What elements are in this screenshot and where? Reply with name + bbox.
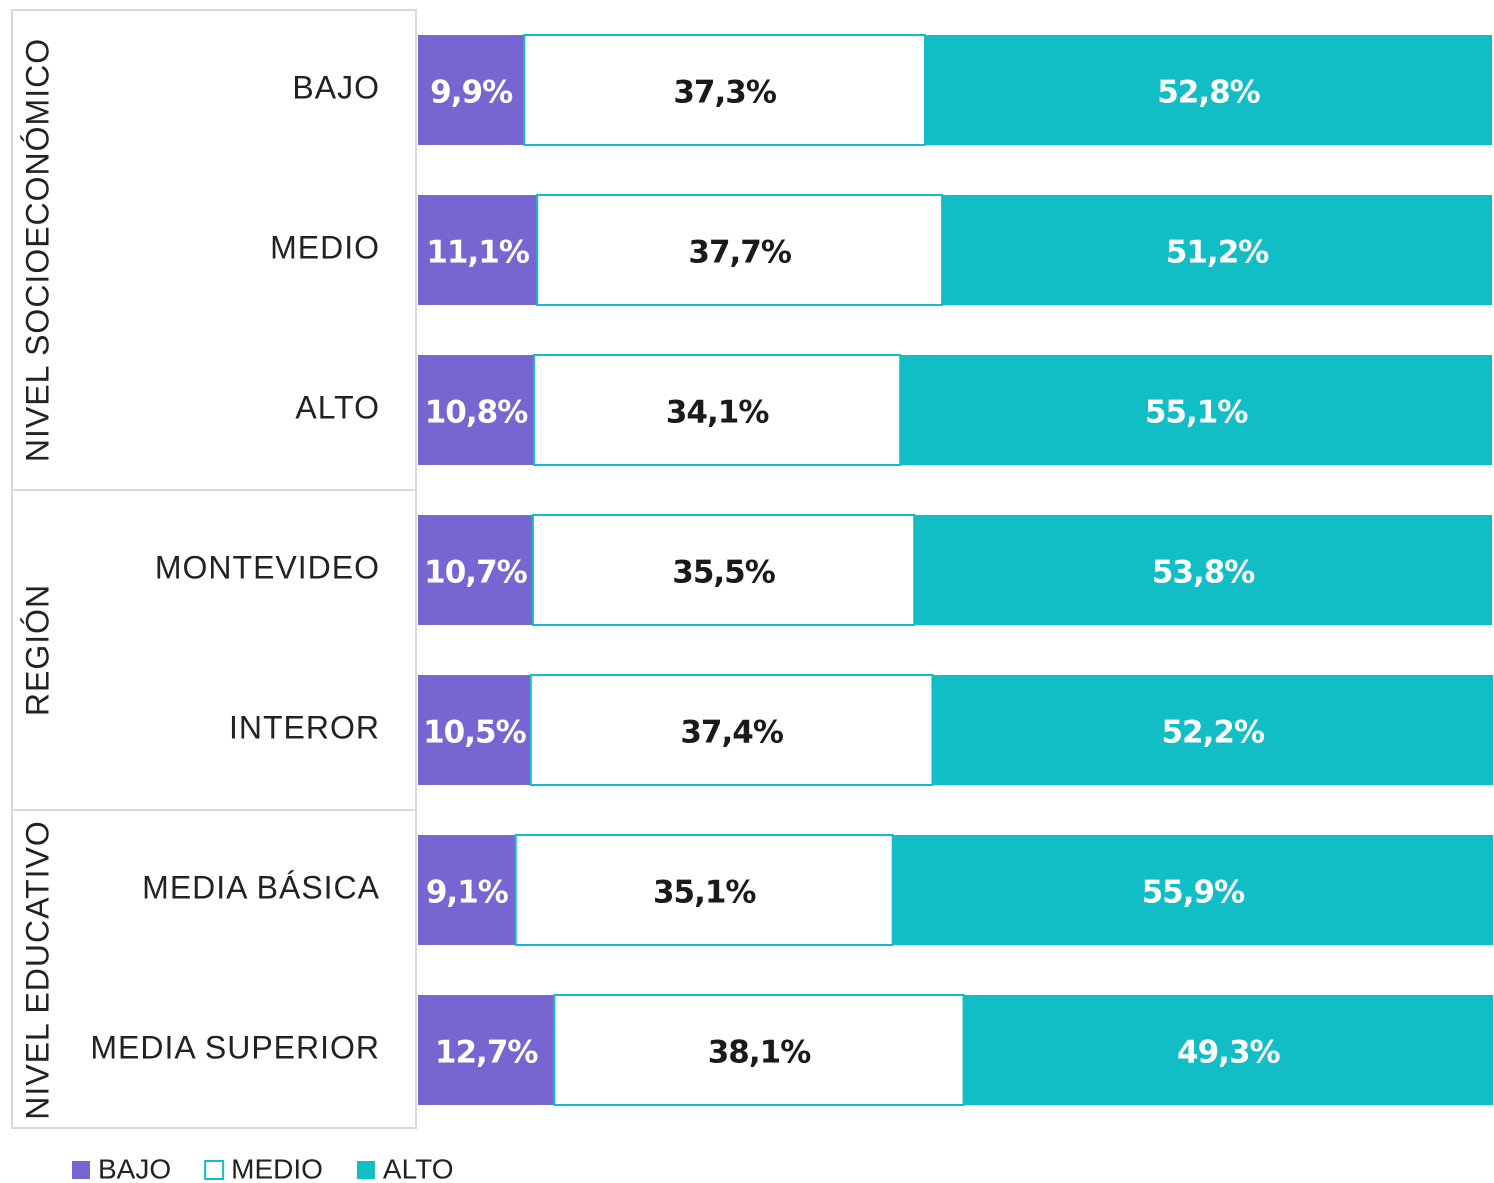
bar-segment: [418, 835, 516, 945]
category-label: MEDIA SUPERIOR: [90, 1029, 380, 1065]
legend-label: ALTO: [383, 1153, 454, 1183]
bar-segment: [942, 195, 1492, 305]
bar-segment: [963, 995, 1494, 1105]
group-label: NIVEL EDUCATIVO: [19, 820, 55, 1120]
category-label: ALTO: [295, 389, 380, 425]
legend-label: BAJO: [98, 1153, 171, 1183]
category-label: MEDIO: [270, 229, 380, 265]
value-label: 37,3%: [673, 75, 776, 111]
bar-segment: [523, 34, 926, 146]
value-label: 10,8%: [425, 395, 528, 431]
value-label: 12,7%: [435, 1035, 538, 1071]
value-label: 9,9%: [430, 75, 513, 111]
category-label: MONTEVIDEO: [155, 549, 380, 585]
bar-segment: [418, 195, 538, 305]
value-label: 10,7%: [424, 555, 527, 591]
category-label: MEDIA BÁSICA: [142, 869, 380, 905]
group-label: NIVEL SOCIOECONÓMICO: [19, 38, 55, 462]
bar-segment: [553, 994, 965, 1106]
value-label: 51,2%: [1166, 235, 1269, 271]
value-label: 37,4%: [680, 715, 783, 751]
bar-segment: [514, 834, 894, 946]
value-label: 11,1%: [426, 235, 529, 271]
bar-segment: [418, 35, 525, 145]
value-label: 55,9%: [1142, 875, 1245, 911]
value-label: 49,3%: [1177, 1035, 1280, 1071]
legend-label: MEDIO: [231, 1153, 323, 1183]
value-label: 35,1%: [653, 875, 756, 911]
legend-swatch: [72, 1161, 90, 1179]
bar-segment: [900, 355, 1492, 465]
bar-segment: [914, 515, 1492, 625]
value-label: 35,5%: [672, 555, 775, 591]
value-label: 52,2%: [1161, 715, 1264, 751]
bar-segment: [924, 35, 1492, 145]
bar-segment: [532, 354, 902, 466]
bar-segment: [418, 675, 531, 785]
value-label: 37,7%: [688, 235, 791, 271]
bar-segment: [932, 675, 1494, 785]
value-label: 10,5%: [423, 715, 526, 751]
legend-swatch: [204, 1160, 225, 1180]
value-label: 9,1%: [426, 875, 509, 911]
bar-segment: [892, 835, 1494, 945]
bar-segment: [418, 995, 555, 1105]
category-label: INTEROR: [229, 709, 380, 745]
value-label: 34,1%: [666, 395, 769, 431]
bar-segment: [418, 515, 533, 625]
bar-segment: [418, 355, 534, 465]
value-label: 55,1%: [1145, 395, 1248, 431]
category-label: BAJO: [292, 69, 380, 105]
group-panel: [11, 9, 417, 1129]
value-label: 38,1%: [708, 1035, 811, 1071]
value-label: 52,8%: [1157, 75, 1260, 111]
value-label: 53,8%: [1152, 555, 1255, 591]
bar-segment: [529, 674, 934, 786]
legend-swatch: [356, 1161, 375, 1179]
bar-segment: [531, 514, 916, 626]
group-label: REGIÓN: [19, 584, 55, 716]
